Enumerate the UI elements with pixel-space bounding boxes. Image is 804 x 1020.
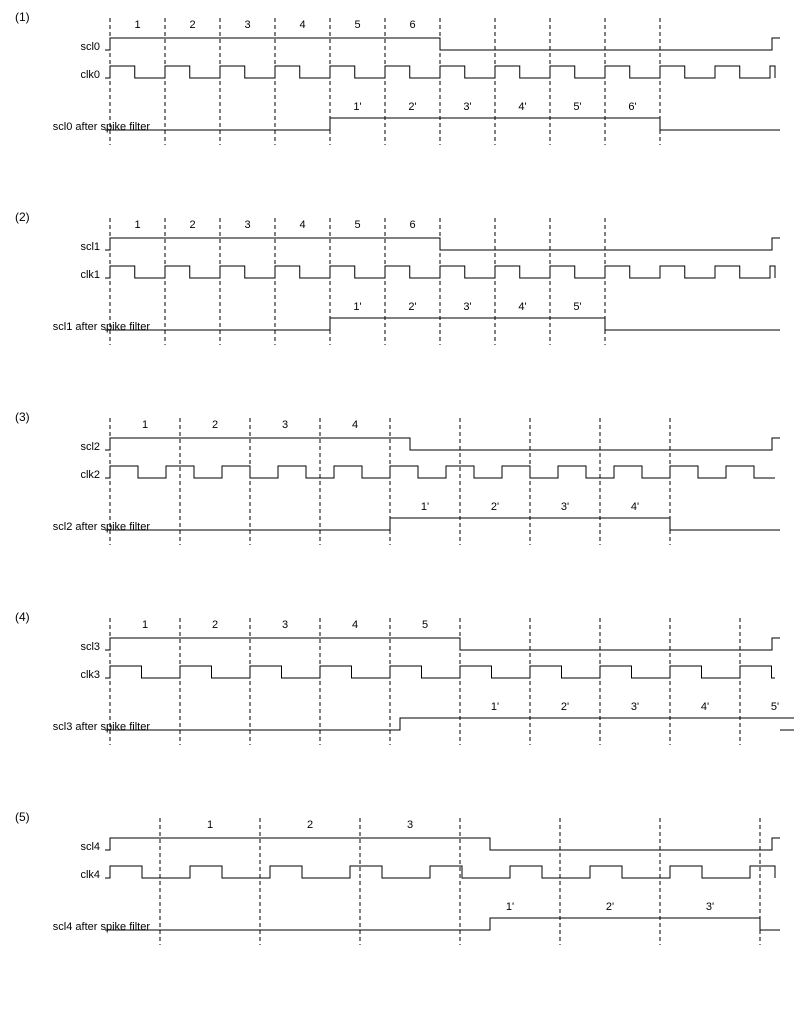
waveform-filter (105, 918, 780, 930)
waveform-filter (105, 518, 780, 530)
panel-id: (5) (15, 810, 30, 824)
cycle-label-top: 2 (307, 819, 313, 831)
waveform-clk (105, 266, 775, 278)
cycle-label-top: 6 (409, 19, 415, 31)
timing-svg: 1 2 3 1' 2' 3' scl4 clk4 scl4 after spike filter (10, 810, 794, 980)
waveform-scl (105, 38, 780, 50)
cycle-label-top: 1 (134, 19, 140, 31)
cycle-label-bottom: 3' (463, 101, 471, 113)
cycle-label-top: 4 (299, 19, 305, 31)
timing-svg: 1 2 3 4 5 1' 2' 3' 4' 5' scl3 clk3 scl3 after spike … (10, 610, 794, 780)
cycle-label-top: 1 (207, 819, 213, 831)
cycle-label-bottom: 3' (463, 301, 471, 313)
cycle-label-top: 5 (354, 219, 360, 231)
panel-id: (2) (15, 210, 30, 224)
signal-label-clk: clk2 (80, 469, 100, 481)
signal-label-filter: scl1 after spike filter (53, 321, 151, 333)
waveform-clk (105, 66, 775, 78)
timing-panel: (4) 1 2 3 4 5 1' 2' 3' 4' 5' scl3 clk3 scl3 after spi… (10, 610, 794, 780)
cycle-label-top: 3 (282, 619, 288, 631)
cycle-label-top: 1 (134, 219, 140, 231)
cycle-label-bottom: 1' (353, 101, 361, 113)
waveform-clk (105, 866, 775, 878)
signal-label-filter: scl4 after spike filter (53, 921, 151, 933)
cycle-label-bottom: 4' (701, 701, 709, 713)
waveform-scl (105, 238, 780, 250)
cycle-label-top: 2 (212, 619, 218, 631)
cycle-label-bottom: 4' (518, 301, 526, 313)
cycle-label-bottom: 2' (561, 701, 569, 713)
signal-label-filter: scl2 after spike filter (53, 521, 151, 533)
signal-label-filter: scl3 after spike filter (53, 721, 151, 733)
timing-svg: 1 2 3 4 5 6 1' 2' 3' 4' 5' scl1 clk1 scl1 after spike… (10, 210, 794, 380)
waveform-clk (105, 466, 775, 478)
signal-label-scl: scl1 (80, 241, 100, 253)
cycle-label-top: 3 (244, 19, 250, 31)
waveform-clk (105, 666, 775, 678)
panel-id: (4) (15, 610, 30, 624)
cycle-label-top: 6 (409, 219, 415, 231)
signal-label-clk: clk1 (80, 269, 100, 281)
timing-svg: 1 2 3 4 5 6 1' 2' 3' 4' 5' 6' scl0 clk0 scl0 after spi… (10, 10, 794, 180)
cycle-label-top: 3 (282, 419, 288, 431)
cycle-label-bottom: 3' (631, 701, 639, 713)
signal-label-scl: scl0 (80, 41, 100, 53)
cycle-label-top: 5 (354, 19, 360, 31)
waveform-filter (105, 718, 794, 730)
cycle-label-top: 3 (407, 819, 413, 831)
cycle-label-top: 4 (352, 419, 358, 431)
timing-panel: (5) 1 2 3 1' 2' 3' scl4 clk4 scl4 after spike fil… (10, 810, 794, 980)
signal-label-scl: scl2 (80, 441, 100, 453)
cycle-label-top: 1 (142, 619, 148, 631)
waveform-scl (105, 638, 780, 650)
cycle-label-bottom: 1' (506, 901, 514, 913)
cycle-label-bottom: 5' (573, 101, 581, 113)
waveform-scl (105, 438, 780, 450)
cycle-label-bottom: 5' (771, 701, 779, 713)
timing-panel: (3) 1 2 3 4 1' 2' 3' 4' scl2 clk2 scl2 after spike … (10, 410, 794, 580)
cycle-label-bottom: 3' (561, 501, 569, 513)
signal-label-clk: clk3 (80, 669, 100, 681)
cycle-label-bottom: 1' (353, 301, 361, 313)
cycle-label-top: 4 (352, 619, 358, 631)
signal-label-filter: scl0 after spike filter (53, 121, 151, 133)
cycle-label-bottom: 4' (518, 101, 526, 113)
cycle-label-bottom: 1' (491, 701, 499, 713)
cycle-label-bottom: 3' (706, 901, 714, 913)
cycle-label-top: 2 (212, 419, 218, 431)
signal-label-scl: scl4 (80, 841, 100, 853)
cycle-label-top: 4 (299, 219, 305, 231)
cycle-label-bottom: 2' (491, 501, 499, 513)
signal-label-scl: scl3 (80, 641, 100, 653)
cycle-label-bottom: 2' (408, 101, 416, 113)
waveform-filter (105, 118, 780, 130)
cycle-label-top: 2 (189, 19, 195, 31)
panel-id: (1) (15, 10, 30, 24)
signal-label-clk: clk4 (80, 869, 100, 881)
timing-svg: 1 2 3 4 1' 2' 3' 4' scl2 clk2 scl2 after spike fil… (10, 410, 794, 580)
cycle-label-bottom: 2' (606, 901, 614, 913)
panel-id: (3) (15, 410, 30, 424)
timing-panel: (2) 1 2 3 4 5 6 1' 2' 3' 4' 5' scl1 clk1 scl1 after sp… (10, 210, 794, 380)
cycle-label-top: 3 (244, 219, 250, 231)
signal-label-clk: clk0 (80, 69, 100, 81)
waveform-filter (105, 318, 780, 330)
cycle-label-bottom: 4' (631, 501, 639, 513)
cycle-label-top: 1 (142, 419, 148, 431)
cycle-label-bottom: 6' (628, 101, 636, 113)
cycle-label-bottom: 2' (408, 301, 416, 313)
timing-panel: (1) 1 2 3 4 5 6 1' 2' 3' 4' 5' 6' scl0 clk0 scl0 after … (10, 10, 794, 180)
cycle-label-bottom: 5' (573, 301, 581, 313)
cycle-label-bottom: 1' (421, 501, 429, 513)
waveform-scl (105, 838, 780, 850)
cycle-label-top: 2 (189, 219, 195, 231)
cycle-label-top: 5 (422, 619, 428, 631)
